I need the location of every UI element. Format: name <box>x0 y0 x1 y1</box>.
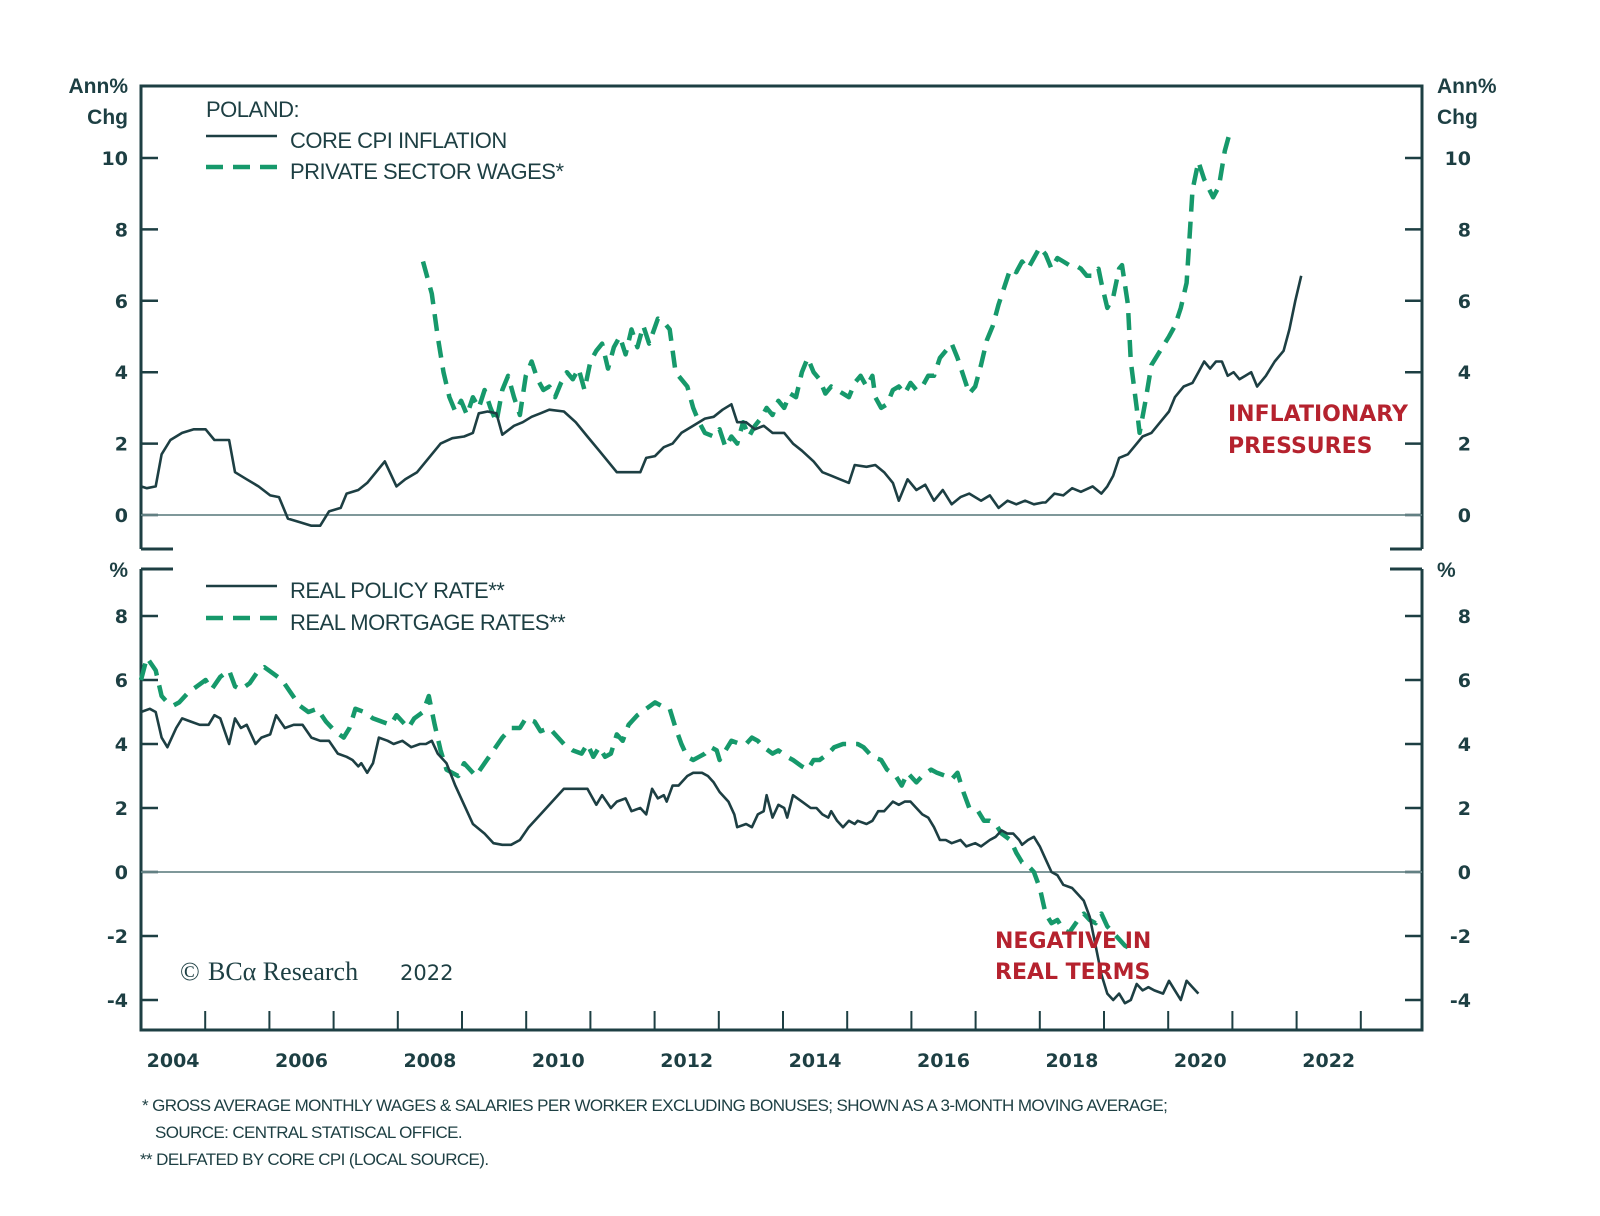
y-tick-label-left: 2 <box>115 434 128 456</box>
annotation-negative-1: NEGATIVE IN <box>995 929 1151 954</box>
y-tick-label-left: 6 <box>115 291 128 313</box>
y-tick-label-right: 4 <box>1458 734 1471 756</box>
watermark-year: 2022 <box>400 961 453 985</box>
top-right-unit-2: Chg <box>1437 106 1478 129</box>
x-ticks: 2004 2006 2008 2010 2012 2014 2016 2018 2020 2022 <box>147 1011 1362 1072</box>
y-tick-label-right: 2 <box>1458 798 1471 820</box>
series-real-mortgage-rates <box>138 655 1132 951</box>
y-tick-label-right: 10 <box>1445 148 1471 170</box>
y-tick-label-left: 4 <box>115 734 128 756</box>
y-tick-label-right: 8 <box>1458 606 1471 628</box>
legend-label-core-cpi: CORE CPI INFLATION <box>290 128 507 153</box>
x-tick-label: 2022 <box>1302 1050 1355 1072</box>
y-tick-label-right: -4 <box>1450 990 1471 1012</box>
top-legend-title: POLAND: <box>206 97 299 122</box>
series-layer <box>138 128 1303 1005</box>
x-tick-label: 2006 <box>275 1050 328 1072</box>
top-legend: POLAND: CORE CPI INFLATION PRIVATE SECTO… <box>206 97 565 184</box>
y-tick-label-right: 6 <box>1458 670 1471 692</box>
series-real-policy-rate <box>140 707 1200 1005</box>
y-tick-label-right: 0 <box>1458 505 1471 527</box>
legend-label-wages: PRIVATE SECTOR WAGES* <box>290 159 564 184</box>
y-tick-label-right: 6 <box>1458 291 1471 313</box>
bottom-left-unit: % <box>109 559 128 582</box>
y-tick-label-right: 4 <box>1458 362 1471 384</box>
series-private-sector-wages <box>420 128 1233 450</box>
y-tick-label-left: 0 <box>115 505 128 527</box>
top-left-unit-2: Chg <box>87 106 128 129</box>
bottom-right-unit: % <box>1437 559 1456 582</box>
y-tick-label-right: -2 <box>1450 926 1471 948</box>
annotation-inflationary-2: PRESSURES <box>1228 434 1372 459</box>
annotation-inflationary-1: INFLATIONARY <box>1228 402 1409 427</box>
top-y-ticks: 0 0 2 2 4 4 6 6 8 8 10 10 <box>102 148 1471 527</box>
x-tick-label: 2016 <box>917 1050 970 1072</box>
top-left-unit-1: Ann% <box>69 75 129 98</box>
bottom-legend: REAL POLICY RATE** REAL MORTGAGE RATES** <box>206 578 567 635</box>
y-tick-label-left: 2 <box>115 798 128 820</box>
y-tick-label-left: 8 <box>115 606 128 628</box>
y-tick-label-left: 0 <box>115 862 128 884</box>
y-tick-label-left: 8 <box>115 219 128 241</box>
footnote-2: SOURCE: CENTRAL STATISCAL OFFICE. <box>155 1123 462 1142</box>
legend-label-policy-rate: REAL POLICY RATE** <box>290 578 505 603</box>
x-tick-label: 2010 <box>532 1050 585 1072</box>
x-tick-label: 2014 <box>789 1050 842 1072</box>
bottom-y-ticks: -4 -4 -2 -2 0 0 2 2 4 4 6 6 8 8 <box>107 606 1471 1012</box>
watermark-copyright: © <box>180 957 200 986</box>
top-right-unit-1: Ann% <box>1437 75 1497 98</box>
bottom-panel-frame <box>139 567 1424 1032</box>
legend-label-mortgage: REAL MORTGAGE RATES** <box>290 610 566 635</box>
footnote-3: ** DELFATED BY CORE CPI (LOCAL SOURCE). <box>140 1150 488 1169</box>
watermark-brand: BCα Research <box>208 957 358 986</box>
y-tick-label-left: 4 <box>115 362 128 384</box>
y-tick-label-left: 10 <box>102 148 128 170</box>
bottom-axes <box>139 569 1424 1032</box>
y-tick-label-left: 6 <box>115 670 128 692</box>
x-tick-label: 2008 <box>403 1050 456 1072</box>
x-tick-label: 2012 <box>660 1050 713 1072</box>
y-tick-label-left: -2 <box>107 926 128 948</box>
annotation-negative-2: REAL TERMS <box>995 960 1150 985</box>
x-tick-label: 2004 <box>147 1050 200 1072</box>
series-core-cpi-inflation <box>140 275 1303 528</box>
top-panel-frame <box>139 84 1424 551</box>
footnote-1: * GROSS AVERAGE MONTHLY WAGES & SALARIES… <box>142 1096 1167 1115</box>
y-tick-label-right: 2 <box>1458 434 1471 456</box>
y-tick-label-left: -4 <box>107 990 128 1012</box>
top-left-axis <box>139 84 1424 549</box>
y-tick-label-right: 8 <box>1458 219 1471 241</box>
x-tick-label: 2018 <box>1045 1050 1098 1072</box>
x-tick-label: 2020 <box>1174 1050 1227 1072</box>
y-tick-label-right: 0 <box>1458 862 1471 884</box>
watermark: © BCα Research 2022 <box>180 957 453 986</box>
